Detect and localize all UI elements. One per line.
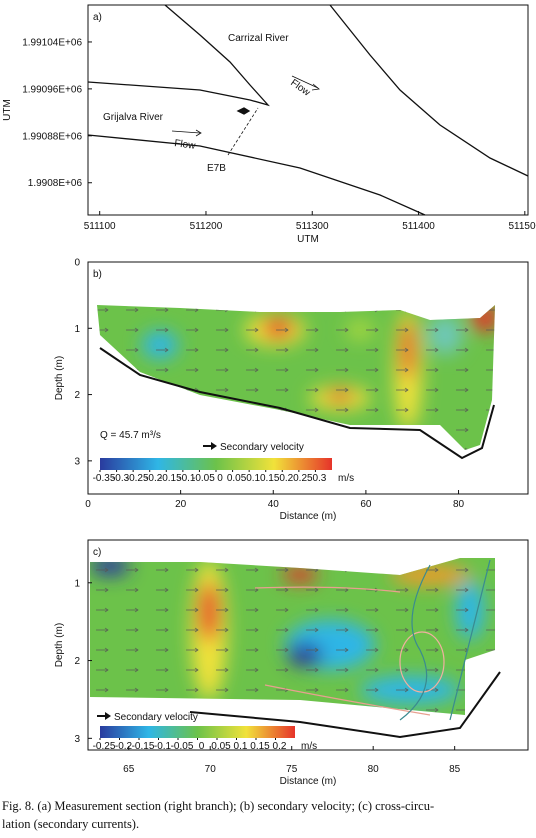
y-tick-label: 1.99088E+06 — [22, 131, 82, 142]
colorbar-unit: m/s — [338, 473, 354, 484]
colorbar-tick-label: 0.1 — [246, 473, 260, 484]
legend: Secondary velocity — [114, 712, 198, 723]
x-tick-label: 40 — [268, 499, 280, 510]
y-axis-label: Depth (m) — [54, 356, 65, 400]
colorbar-tick-label: -0.35 — [93, 473, 116, 484]
y-tick-label: 1 — [74, 324, 80, 335]
y-tick-label: 1.9908E+06 — [28, 178, 83, 189]
x-tick-label: 511500 — [508, 221, 536, 232]
colorbar-tick-label: -0.2 — [145, 473, 163, 484]
colorbar-tick-label: -0.15 — [132, 741, 155, 752]
colorbar-tick-label: -0.05 — [171, 741, 194, 752]
y-tick-label: 2 — [74, 656, 80, 667]
colorbar-tick-label: -0.25 — [93, 741, 116, 752]
colorbar-tick-label: 0.3 — [312, 473, 326, 484]
annotation: Flow — [288, 77, 312, 99]
plot-frame — [87, 261, 529, 495]
plot-frame — [87, 4, 529, 216]
colorbar-tick-label: 0.1 — [234, 741, 248, 752]
x-tick-label: 85 — [449, 764, 461, 775]
colorbar-tick-label: -0.15 — [159, 473, 182, 484]
x-tick-label: 511400 — [402, 221, 435, 232]
colorbar-tick-label: -0.3 — [112, 473, 130, 484]
annotation: Grijalva River — [103, 112, 164, 123]
plot-frame — [87, 539, 529, 751]
y-tick-label: 2 — [74, 390, 80, 401]
river-map — [87, 4, 529, 216]
colorbar-tick-label: -0.25 — [126, 473, 149, 484]
x-tick-label: 0 — [85, 499, 91, 510]
panel-label: c) — [93, 547, 101, 558]
colorbar-tick-label: 0.05 — [211, 741, 231, 752]
colorbar-tick-label: -0.2 — [115, 741, 133, 752]
colorbar-tick-label: 0.25 — [293, 473, 313, 484]
x-tick-label: 20 — [175, 499, 187, 510]
x-tick-label: 80 — [453, 499, 465, 510]
bed-line — [189, 671, 501, 739]
circulation-field — [90, 558, 495, 715]
x-tick-label: 75 — [286, 764, 298, 775]
colorbar-tick-label: 0.2 — [279, 473, 293, 484]
annotation: E7B — [207, 163, 226, 174]
y-axis-label: Depth (m) — [54, 623, 65, 667]
x-axis-label: UTM — [297, 234, 319, 245]
colorbar-tick-label: -0.05 — [192, 473, 215, 484]
colorbar-tick-label: 0 — [217, 473, 223, 484]
legend: Secondary velocity — [220, 442, 304, 453]
y-tick-label: 3 — [74, 456, 80, 467]
panel-label: b) — [93, 269, 102, 280]
x-tick-label: 511300 — [296, 221, 329, 232]
colorbar-tick-label: 0.15 — [250, 741, 270, 752]
panel-label: a) — [93, 12, 102, 23]
x-tick-label: 70 — [205, 764, 217, 775]
y-tick-label: 1 — [74, 578, 80, 589]
flow-lines — [254, 559, 491, 721]
colorbar-tick-label: -0.1 — [178, 473, 196, 484]
x-axis-label: Distance (m) — [280, 776, 337, 787]
x-tick-label: 60 — [360, 499, 372, 510]
annotation: Q = 45.7 m³/s — [100, 430, 161, 441]
annotation: Carrizal River — [228, 33, 289, 44]
x-axis-label: Distance (m) — [280, 511, 337, 522]
legend-arrow — [203, 442, 217, 450]
colorbar-tick-label: 0.2 — [273, 741, 287, 752]
y-tick-label: 1.99096E+06 — [22, 84, 82, 95]
y-tick-label: 0 — [74, 258, 80, 269]
caption: Fig. 8. (a) Measurement section (right b… — [2, 799, 434, 813]
colorbar-unit: m/s — [301, 741, 317, 752]
x-tick-label: 65 — [123, 764, 135, 775]
y-tick-label: 3 — [74, 734, 80, 745]
y-tick-label: 1.99104E+06 — [22, 37, 82, 48]
y-axis-label: UTM — [2, 99, 13, 121]
colorbar-tick-label: -0.1 — [154, 741, 172, 752]
x-tick-label: 80 — [368, 764, 380, 775]
colorbar-tick-label: 0.15 — [260, 473, 280, 484]
x-tick-label: 511200 — [190, 221, 223, 232]
legend-arrow — [97, 712, 111, 720]
colorbar — [100, 458, 332, 470]
caption: lation (secondary currents). — [2, 817, 139, 831]
colorbar — [100, 726, 295, 738]
x-tick-label: 511100 — [84, 221, 116, 232]
colorbar-tick-label: 0.05 — [227, 473, 247, 484]
bed-line — [99, 347, 495, 460]
annotation: Flow — [174, 138, 197, 152]
colorbar-tick-label: 0 — [199, 741, 205, 752]
